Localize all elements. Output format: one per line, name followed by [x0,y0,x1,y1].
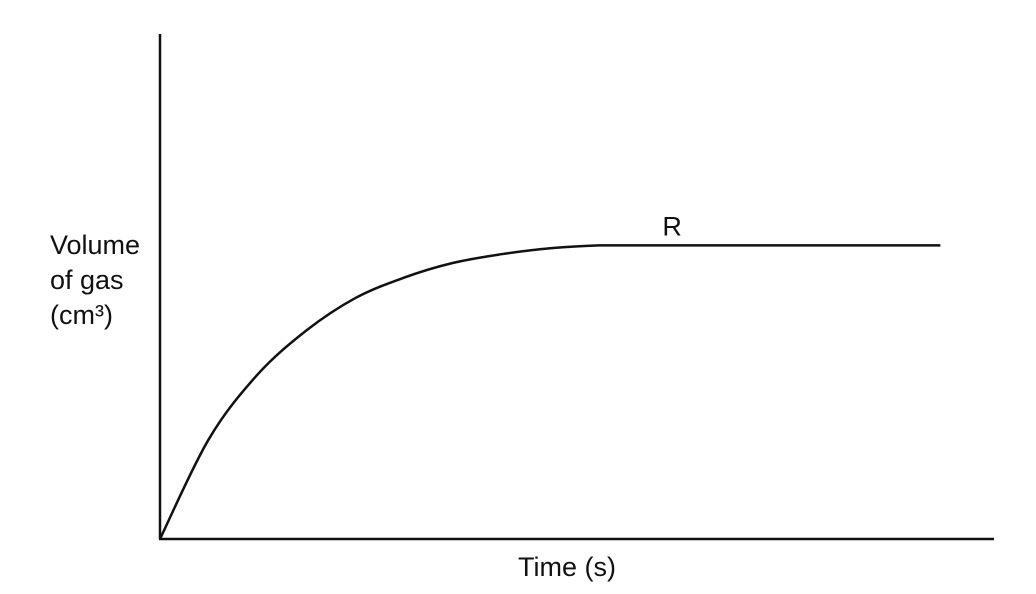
y-axis-label-line-2: of gas [50,265,124,295]
y-axis-label: Volume of gas (cm³) [50,228,140,333]
x-axis-label: Time (s) [518,552,616,582]
y-axis-label-line-1: Volume [50,230,141,260]
series-line-1 [158,244,941,540]
annotation-r: R [662,211,682,241]
series-layer [158,244,941,540]
y-axis-label-line-3: (cm³) [50,300,113,330]
